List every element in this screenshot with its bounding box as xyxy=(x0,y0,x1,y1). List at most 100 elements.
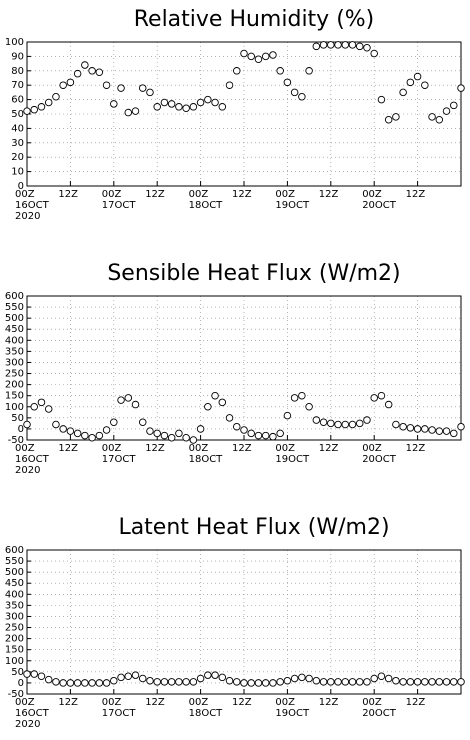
data-point xyxy=(355,678,364,686)
data-point xyxy=(30,670,38,678)
x-tick-label: 12Z xyxy=(145,443,165,454)
data-point xyxy=(30,403,38,411)
x-tick-label: 12Z xyxy=(145,189,165,200)
plot-frame xyxy=(26,295,462,441)
y-tick-label: 500 xyxy=(5,313,24,324)
data-point xyxy=(52,420,60,429)
data-point xyxy=(269,679,277,687)
data-point xyxy=(442,678,451,686)
y-tick-label: 300 xyxy=(5,357,24,368)
data-point xyxy=(435,427,444,435)
data-point xyxy=(117,84,125,92)
y-tick-label: 550 xyxy=(5,556,24,567)
data-point xyxy=(95,431,104,440)
y-tick-label: 0 xyxy=(18,678,24,689)
data-point xyxy=(406,78,415,87)
x-tick-label: 00Z 20OCT xyxy=(362,189,396,211)
data-point xyxy=(196,425,205,433)
data-point xyxy=(37,398,46,407)
data-point xyxy=(413,678,422,686)
data-point xyxy=(95,68,104,76)
data-point xyxy=(334,678,342,686)
y-tick-label: 550 xyxy=(5,302,24,313)
data-point xyxy=(450,429,458,438)
data-point xyxy=(298,391,306,400)
x-tick-label: 00Z 16OCT 2020 xyxy=(15,443,49,476)
y-tick-label: -50 xyxy=(8,689,24,700)
data-point xyxy=(124,394,133,402)
x-tick-label: 00Z 20OCT xyxy=(362,443,396,465)
x-tick-label: 12Z xyxy=(232,443,252,454)
y-tick-label: 70 xyxy=(11,80,24,91)
data-point xyxy=(370,394,378,402)
data-point xyxy=(319,41,328,49)
data-point xyxy=(312,676,321,685)
data-point xyxy=(428,678,436,686)
x-tick-label: 00Z 18OCT xyxy=(188,697,223,719)
data-point xyxy=(204,95,212,104)
data-point xyxy=(146,427,154,435)
data-point xyxy=(175,103,183,111)
data-point xyxy=(298,92,306,101)
data-point xyxy=(319,418,328,427)
data-point xyxy=(428,113,436,121)
x-tick-label: 00Z 16OCT 2020 xyxy=(15,697,49,730)
y-tick-label: 350 xyxy=(5,600,24,611)
y-tick-label: 90 xyxy=(11,51,24,62)
data-point xyxy=(377,672,386,681)
x-tick-label: 12Z xyxy=(145,697,165,708)
data-point xyxy=(261,52,270,61)
data-point xyxy=(247,429,255,438)
y-tick-label: 500 xyxy=(5,567,24,578)
y-tick-label: 600 xyxy=(5,291,24,302)
data-point xyxy=(204,403,212,411)
x-tick-label: 00Z 16OCT 2020 xyxy=(15,189,49,222)
y-tick-label: 30 xyxy=(11,138,24,149)
data-point xyxy=(254,55,263,64)
data-point xyxy=(66,78,75,87)
data-point xyxy=(117,673,125,682)
data-point xyxy=(225,414,234,422)
x-tick-label: 12Z xyxy=(318,443,339,454)
data-point xyxy=(384,116,393,124)
y-tick-label: 150 xyxy=(5,645,24,656)
data-point xyxy=(160,678,169,686)
data-point xyxy=(30,105,38,114)
data-point xyxy=(218,673,227,682)
data-point xyxy=(305,67,313,75)
data-point xyxy=(457,678,465,686)
data-point xyxy=(146,676,154,685)
data-point xyxy=(312,42,321,51)
y-tick-label: 350 xyxy=(5,346,24,357)
y-tick-label: 450 xyxy=(5,578,24,589)
data-point xyxy=(131,400,140,409)
data-point xyxy=(341,41,350,49)
data-point xyxy=(182,104,190,112)
data-point xyxy=(435,116,444,124)
y-tick-label: 400 xyxy=(5,335,24,346)
data-point xyxy=(327,419,335,428)
data-point xyxy=(23,420,31,429)
data-point xyxy=(66,679,75,687)
chart-title: Relative Humidity (%) xyxy=(134,7,375,32)
y-tick-label: 450 xyxy=(5,324,24,335)
data-point xyxy=(392,676,400,685)
data-point xyxy=(399,422,407,431)
data-point xyxy=(442,427,451,435)
x-tick-label: 00Z 19OCT xyxy=(275,697,310,719)
data-point xyxy=(312,416,321,424)
y-tick-label: 0 xyxy=(18,181,24,192)
data-point xyxy=(370,674,378,683)
data-point xyxy=(327,41,335,49)
data-point xyxy=(442,107,451,115)
x-tick-label: 00Z 18OCT xyxy=(188,189,223,211)
y-tick-label: 10 xyxy=(11,167,24,178)
y-tick-label: 400 xyxy=(5,589,24,600)
data-point xyxy=(305,674,313,683)
y-tick-label: 100 xyxy=(5,402,24,413)
x-tick-label: 00Z 17OCT xyxy=(101,697,136,719)
data-point xyxy=(204,671,212,679)
data-point xyxy=(450,678,458,686)
data-point xyxy=(254,679,263,687)
x-tick-label: 00Z 20OCT xyxy=(362,697,396,719)
